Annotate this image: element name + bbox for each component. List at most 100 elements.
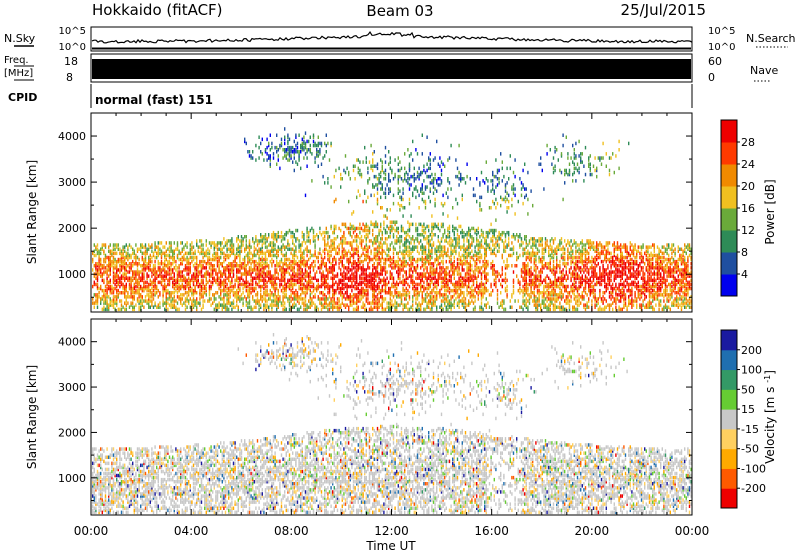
heatmap-cell — [384, 272, 387, 276]
heatmap-cell — [420, 233, 422, 237]
heatmap-cell — [311, 303, 313, 307]
heatmap-cell — [279, 262, 281, 266]
heatmap-cell — [135, 274, 137, 278]
heatmap-cell — [112, 276, 115, 280]
heatmap-cell — [432, 191, 435, 195]
heatmap-cell — [271, 253, 273, 258]
heatmap-cell — [479, 305, 481, 309]
heatmap-cell — [397, 291, 399, 295]
heatmap-cell — [343, 293, 345, 297]
heatmap-cell — [463, 293, 465, 297]
heatmap-cell — [143, 299, 145, 303]
heatmap-cell — [372, 222, 374, 227]
heatmap-cell — [133, 276, 135, 280]
heatmap-cell — [167, 278, 169, 283]
heatmap-cell — [188, 266, 190, 270]
heatmap-cell — [314, 243, 316, 247]
heatmap-cell — [119, 247, 121, 251]
heatmap-cell — [439, 291, 441, 295]
heatmap-cell — [237, 253, 239, 258]
heatmap-cell — [394, 222, 396, 227]
heatmap-cell — [304, 259, 307, 264]
heatmap-cell — [309, 295, 311, 299]
heatmap-cell — [279, 278, 281, 283]
heatmap-cell — [370, 222, 372, 227]
heatmap-cell — [252, 307, 254, 312]
heatmap-cell — [461, 282, 463, 287]
heatmap-cell — [296, 272, 299, 276]
heatmap-cell — [165, 241, 167, 245]
heatmap-cell — [170, 241, 172, 245]
heatmap-cell — [98, 291, 100, 295]
heatmap-cell — [413, 247, 415, 251]
heatmap-cell — [343, 255, 345, 260]
heatmap-cell — [434, 297, 436, 301]
heatmap-cell — [429, 295, 431, 299]
nave-top-tick: 60 — [708, 55, 722, 68]
heatmap-cell — [304, 295, 307, 299]
heatmap-cell — [394, 266, 396, 270]
heatmap-cell — [354, 251, 356, 256]
heatmap-cell — [304, 274, 307, 278]
heatmap-cell — [373, 251, 375, 256]
heatmap-cell — [127, 270, 129, 274]
heatmap-cell — [120, 262, 123, 266]
heatmap-cell — [359, 274, 361, 278]
heatmap-cell — [388, 172, 390, 177]
heatmap-cell — [412, 280, 414, 285]
heatmap-cell — [280, 239, 283, 243]
heatmap-cell — [365, 268, 367, 272]
heatmap-cell — [360, 243, 363, 247]
heatmap-cell — [152, 284, 155, 289]
heatmap-cell — [170, 299, 172, 303]
heatmap-cell — [389, 264, 391, 268]
heatmap-cell — [216, 307, 219, 312]
heatmap-cell — [343, 278, 345, 283]
heatmap-cell — [354, 293, 356, 297]
heatmap-cell — [213, 293, 215, 297]
heatmap-cell — [295, 274, 297, 278]
heatmap-cell — [469, 276, 471, 280]
heatmap-cell — [151, 243, 153, 247]
heatmap-cell — [192, 282, 195, 287]
heatmap-cell — [466, 245, 468, 249]
heatmap-cell — [450, 243, 452, 247]
heatmap-cell — [293, 251, 295, 256]
heatmap-cell — [260, 251, 262, 256]
heatmap-cell — [220, 303, 222, 307]
heatmap-cell — [453, 282, 455, 287]
heatmap-cell — [476, 243, 478, 247]
heatmap-cell — [312, 228, 315, 233]
heatmap-cell — [236, 276, 238, 280]
heatmap-cell — [116, 262, 118, 266]
heatmap-cell — [181, 270, 183, 274]
heatmap-cell — [132, 295, 134, 299]
heatmap-cell — [284, 272, 286, 276]
heatmap-cell — [356, 268, 358, 272]
heatmap-cell — [306, 264, 308, 268]
heatmap-cell — [136, 249, 139, 253]
heatmap-cell — [151, 259, 153, 264]
heatmap-cell — [242, 262, 244, 266]
heatmap-cell — [436, 224, 438, 229]
heatmap-cell — [466, 288, 468, 293]
heatmap-cell — [415, 187, 417, 191]
heatmap-cell — [122, 255, 124, 260]
heatmap-cell — [372, 243, 374, 247]
heatmap-cell — [420, 284, 422, 289]
heatmap-cell — [383, 257, 385, 262]
heatmap-cell — [236, 251, 238, 256]
heatmap-cell — [301, 243, 303, 247]
heatmap-cell — [423, 245, 425, 249]
heatmap-cell — [423, 228, 425, 233]
heatmap-cell — [234, 305, 236, 309]
heatmap-cell — [175, 299, 177, 303]
heatmap-cell — [341, 253, 343, 258]
heatmap-cell — [378, 249, 380, 253]
heatmap-cell — [122, 264, 124, 268]
heatmap-cell — [376, 224, 379, 229]
heatmap-cell — [479, 270, 481, 274]
heatmap-cell — [442, 266, 444, 270]
heatmap-cell — [279, 247, 281, 251]
heatmap-cell — [308, 148, 310, 152]
